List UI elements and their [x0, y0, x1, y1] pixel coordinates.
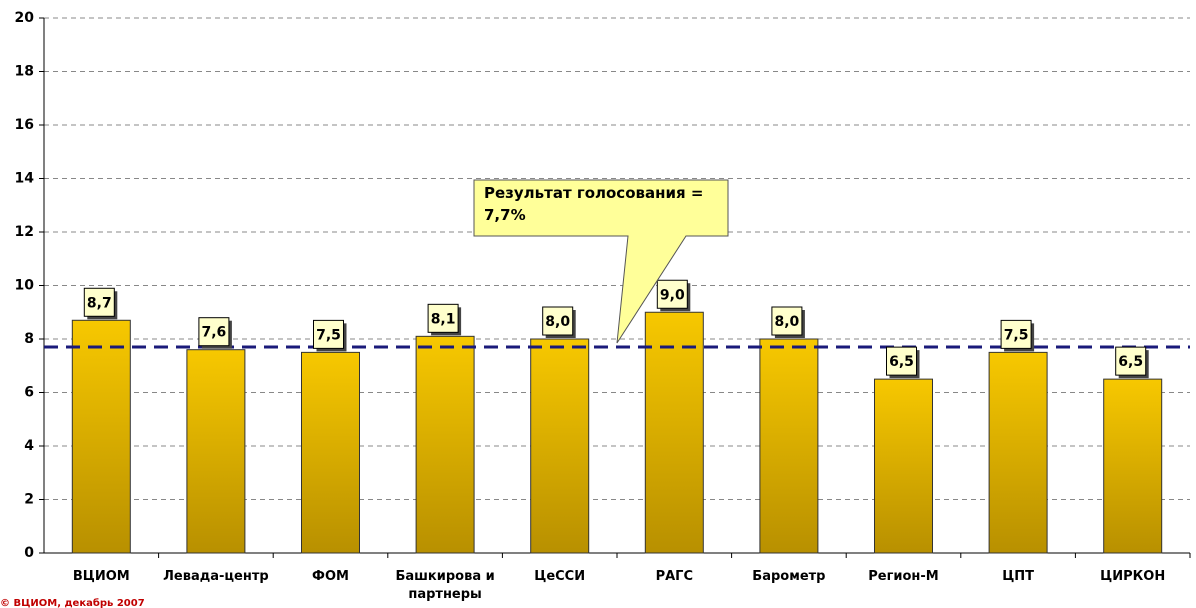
- data-label: 8,0: [545, 314, 570, 330]
- x-tick-label: ЦИРКОН: [1100, 569, 1166, 584]
- label-box: [198, 317, 230, 347]
- x-tick-label: Башкирова и партнеры: [395, 569, 495, 602]
- x-tick-label: ЦПТ: [1002, 569, 1034, 584]
- y-tick-label: 10: [15, 278, 35, 294]
- y-tick-label: 18: [15, 64, 34, 80]
- x-tick-label: Барометр: [752, 569, 826, 584]
- y-tick-label: 4: [24, 438, 34, 454]
- y-tick-label: 0: [24, 545, 34, 561]
- y-tick-label: 8: [24, 331, 34, 347]
- data-label: 8,0: [774, 314, 799, 330]
- label-box: [1115, 346, 1147, 376]
- y-tick-label: 16: [15, 117, 34, 133]
- label-box: [313, 319, 344, 349]
- callout: [473, 179, 729, 344]
- x-tick-label: Левада-центр: [163, 569, 269, 584]
- data-label: 8,1: [431, 311, 456, 327]
- x-tick-label: Регион-М: [868, 569, 939, 584]
- data-label: 7,5: [1004, 327, 1029, 343]
- label-box: [886, 346, 917, 376]
- bar: [759, 338, 819, 554]
- y-tick-label: 2: [24, 492, 34, 508]
- data-label: 7,5: [316, 327, 341, 343]
- label-box: [771, 306, 803, 336]
- bar: [186, 349, 246, 554]
- label-box: [83, 287, 115, 317]
- data-label: 9,0: [660, 287, 685, 303]
- bar: [530, 338, 590, 554]
- bar: [874, 378, 933, 554]
- label-box: [656, 279, 688, 309]
- y-tick-label: 14: [15, 171, 35, 187]
- annotation: Результат голосования = 7,7%: [484, 184, 704, 224]
- label-box: [542, 306, 574, 336]
- x-tick-label: ЦеССИ: [534, 569, 586, 584]
- y-tick-label: 20: [15, 10, 35, 26]
- x-tick-label: РАГС: [655, 569, 693, 584]
- label-box: [1000, 319, 1032, 349]
- data-label: 6,5: [889, 354, 914, 370]
- bar: [1103, 378, 1163, 554]
- data-label: 7,6: [201, 325, 226, 341]
- data-label: 8,7: [87, 295, 112, 311]
- bar: [71, 319, 131, 554]
- bar: [415, 335, 475, 554]
- y-tick-label: 12: [15, 224, 34, 240]
- x-tick-label: ВЦИОМ: [72, 569, 130, 584]
- bar: [644, 311, 704, 554]
- y-tick-label: 6: [24, 385, 34, 401]
- bar: [988, 351, 1048, 554]
- bar: [301, 351, 360, 554]
- label-box: [427, 303, 459, 333]
- data-label: 6,5: [1118, 354, 1143, 370]
- source: © ВЦИОМ, декабрь 2007: [0, 598, 145, 608]
- x-tick-label: ФОМ: [312, 569, 349, 584]
